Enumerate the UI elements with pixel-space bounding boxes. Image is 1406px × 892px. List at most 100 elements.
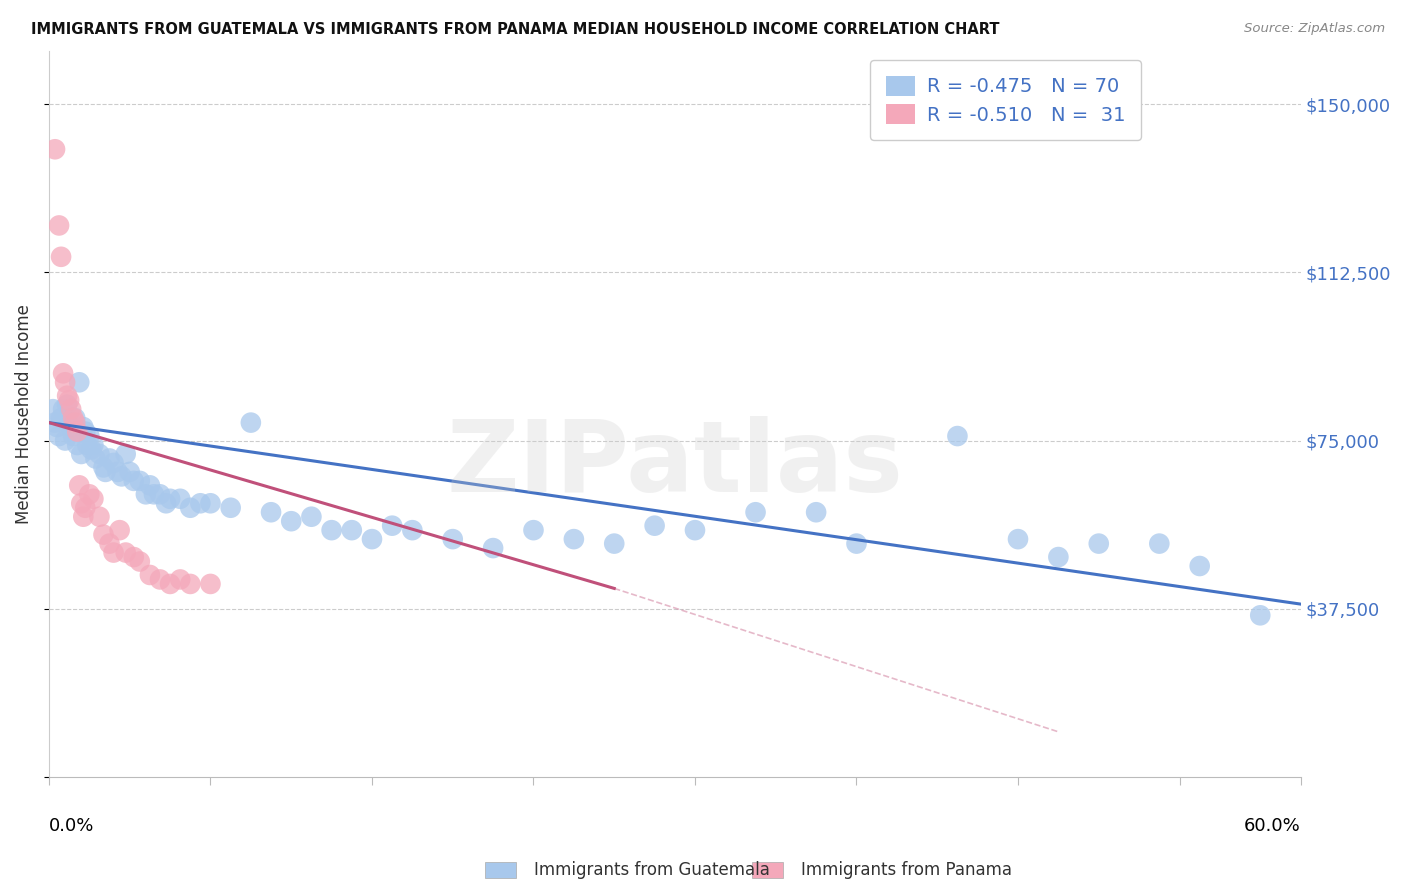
Point xyxy=(67,376,90,390)
Point xyxy=(53,376,76,390)
Point xyxy=(70,496,93,510)
Point xyxy=(122,474,145,488)
Text: Immigrants from Panama: Immigrants from Panama xyxy=(801,861,1012,879)
Point xyxy=(111,469,134,483)
Point xyxy=(804,505,827,519)
Point xyxy=(66,425,89,439)
Point xyxy=(44,416,66,430)
Point xyxy=(441,532,464,546)
Point xyxy=(89,509,111,524)
Point xyxy=(239,416,262,430)
Point xyxy=(49,250,72,264)
Point xyxy=(644,518,666,533)
Point xyxy=(946,429,969,443)
Point xyxy=(200,496,222,510)
Point xyxy=(118,465,141,479)
Point xyxy=(60,420,83,434)
Point xyxy=(56,398,79,412)
Point xyxy=(56,389,79,403)
Text: IMMIGRANTS FROM GUATEMALA VS IMMIGRANTS FROM PANAMA MEDIAN HOUSEHOLD INCOME CORR: IMMIGRANTS FROM GUATEMALA VS IMMIGRANTS … xyxy=(31,22,1000,37)
Point xyxy=(58,393,80,408)
Point xyxy=(62,411,84,425)
Text: Immigrants from Guatemala: Immigrants from Guatemala xyxy=(534,861,770,879)
Point xyxy=(108,523,131,537)
Point xyxy=(76,438,98,452)
Point xyxy=(122,549,145,564)
Point xyxy=(82,491,104,506)
Point xyxy=(169,573,191,587)
Point xyxy=(1249,608,1271,623)
Point xyxy=(142,487,165,501)
Point xyxy=(482,541,505,555)
Point xyxy=(1188,559,1211,574)
Point xyxy=(401,523,423,537)
Point xyxy=(603,536,626,550)
Point xyxy=(179,500,201,515)
Point xyxy=(98,536,121,550)
Point xyxy=(381,518,404,533)
Point xyxy=(52,367,75,381)
Point xyxy=(299,509,322,524)
Point xyxy=(46,420,69,434)
Point xyxy=(70,447,93,461)
Point xyxy=(149,487,172,501)
Text: 0.0%: 0.0% xyxy=(49,816,94,835)
Point xyxy=(1007,532,1029,546)
Text: ZIPatlas: ZIPatlas xyxy=(446,416,903,513)
Point xyxy=(103,545,125,559)
Y-axis label: Median Household Income: Median Household Income xyxy=(15,303,32,524)
Point xyxy=(75,425,97,439)
Point xyxy=(280,514,302,528)
Point xyxy=(321,523,343,537)
Point xyxy=(219,500,242,515)
Point xyxy=(48,219,70,233)
Point xyxy=(82,438,104,452)
Point xyxy=(1149,536,1171,550)
Point xyxy=(744,505,766,519)
Point xyxy=(190,496,212,510)
Point xyxy=(80,442,103,457)
Point xyxy=(103,456,125,470)
Point xyxy=(93,527,115,541)
Point xyxy=(683,523,706,537)
Point xyxy=(79,487,101,501)
Point xyxy=(139,478,162,492)
Point xyxy=(1087,536,1109,550)
Point xyxy=(84,451,107,466)
Text: Source: ZipAtlas.com: Source: ZipAtlas.com xyxy=(1244,22,1385,36)
Point xyxy=(114,545,136,559)
Point xyxy=(75,500,97,515)
Point xyxy=(159,491,181,506)
Point xyxy=(139,568,162,582)
Point xyxy=(62,429,84,443)
Point xyxy=(260,505,283,519)
Point xyxy=(155,496,177,510)
Point xyxy=(562,532,585,546)
Point xyxy=(89,447,111,461)
Point xyxy=(159,577,181,591)
Point xyxy=(49,411,72,425)
Point xyxy=(72,420,94,434)
Legend: R = -0.475   N = 70, R = -0.510   N =  31: R = -0.475 N = 70, R = -0.510 N = 31 xyxy=(870,61,1140,140)
Point xyxy=(72,509,94,524)
Point xyxy=(169,491,191,506)
Point xyxy=(114,447,136,461)
Point xyxy=(179,577,201,591)
Point xyxy=(93,460,115,475)
Point xyxy=(128,555,150,569)
Point xyxy=(522,523,544,537)
Point xyxy=(53,434,76,448)
Point xyxy=(63,416,86,430)
Point xyxy=(98,451,121,466)
Point xyxy=(66,438,89,452)
Point xyxy=(79,429,101,443)
Point xyxy=(135,487,157,501)
Point xyxy=(200,577,222,591)
Point xyxy=(67,478,90,492)
Point xyxy=(63,411,86,425)
Point xyxy=(44,142,66,156)
Point xyxy=(42,402,65,417)
Point xyxy=(361,532,384,546)
Point xyxy=(94,465,117,479)
Point xyxy=(48,429,70,443)
